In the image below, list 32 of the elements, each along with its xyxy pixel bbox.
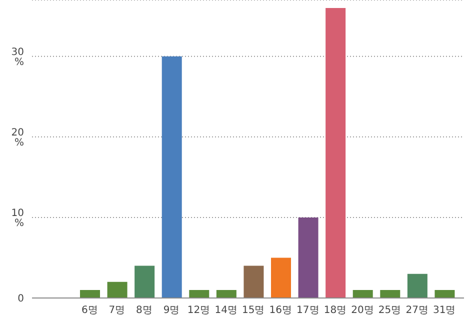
x-tick-label: 31명 — [432, 305, 456, 316]
bar — [271, 258, 291, 298]
x-tick-label: 15명 — [242, 305, 265, 316]
bar — [298, 217, 318, 298]
x-tick-label: 14명 — [214, 305, 238, 316]
x-tick-label: 17명 — [296, 305, 320, 316]
y-tick-label: 0 — [18, 294, 24, 305]
bar — [380, 290, 400, 298]
y-tick-label: 20 % — [11, 127, 24, 148]
bar — [216, 290, 236, 298]
bar — [189, 290, 210, 298]
bar — [434, 290, 455, 298]
bar — [326, 8, 346, 298]
bar — [134, 266, 155, 298]
x-tick-label: 7명 — [108, 305, 126, 316]
bar — [244, 266, 264, 298]
x-tick-label: 6명 — [81, 305, 98, 316]
bar — [107, 282, 128, 298]
bar — [80, 290, 100, 298]
x-tick-label: 25명 — [378, 305, 402, 316]
x-tick-label: 18명 — [324, 305, 347, 316]
x-tick-label: 9명 — [163, 305, 180, 316]
bar — [352, 290, 373, 298]
y-tick-label: 30 % — [11, 46, 24, 68]
y-tick-label: 10 % — [11, 208, 24, 230]
x-tick-label: 20명 — [351, 305, 374, 316]
bar — [162, 56, 182, 298]
x-tick-label: 12명 — [187, 305, 210, 316]
bar — [407, 274, 428, 298]
x-tick-label: 16명 — [269, 305, 292, 316]
x-tick-label: 8명 — [136, 305, 152, 316]
x-tick-label: 27명 — [406, 305, 428, 316]
